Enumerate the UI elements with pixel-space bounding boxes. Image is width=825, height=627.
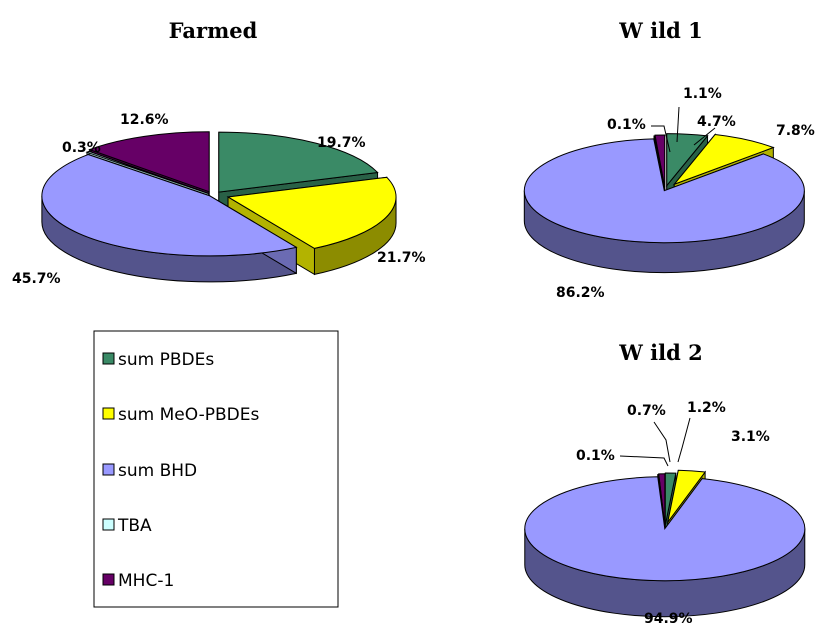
slice-top bbox=[88, 131, 210, 193]
legend-frame bbox=[93, 330, 339, 608]
legend-swatch-sum-pbdes bbox=[102, 352, 115, 365]
slice-top bbox=[653, 135, 666, 188]
slice-top bbox=[672, 133, 775, 186]
pie-slice-sum-bhd bbox=[523, 138, 805, 274]
data-label: 94.9% bbox=[644, 611, 693, 627]
pie-farmed bbox=[41, 131, 397, 283]
legend-swatch-mhc-1 bbox=[102, 573, 115, 586]
chart-title-farmed: Farmed bbox=[169, 18, 258, 43]
data-label: 0.1% bbox=[576, 448, 615, 464]
leader-line bbox=[676, 106, 680, 143]
data-label: 21.7% bbox=[377, 250, 426, 266]
legend-swatch-tba bbox=[102, 518, 115, 531]
slice-top bbox=[664, 472, 677, 526]
legend-label: sum BHD bbox=[118, 461, 197, 481]
slice-top bbox=[218, 131, 379, 193]
leader-lines bbox=[619, 106, 716, 467]
pie-slice-sum-bhd bbox=[524, 476, 806, 618]
slice-top bbox=[667, 469, 707, 523]
pie-wild-1 bbox=[523, 133, 805, 274]
chart-title-wild-2: W ild 2 bbox=[618, 340, 702, 365]
data-label: 7.8% bbox=[776, 123, 815, 139]
pie-wild-2 bbox=[524, 469, 806, 618]
legend-label: sum MeO-PBDEs bbox=[118, 405, 259, 425]
leader-line bbox=[693, 127, 716, 146]
data-label: 0.1% bbox=[607, 117, 646, 133]
slice-top bbox=[85, 150, 209, 194]
slice-top bbox=[524, 476, 806, 582]
leader-line bbox=[651, 125, 671, 153]
pie-slice-sum-bhd bbox=[41, 153, 298, 283]
data-label: 0.3% bbox=[62, 140, 101, 156]
data-label: 45.7% bbox=[12, 271, 61, 287]
slice-top bbox=[41, 154, 298, 257]
data-label: 1.2% bbox=[687, 400, 726, 416]
leader-line bbox=[619, 455, 669, 467]
legend-swatch-sum-meo-pbdes bbox=[102, 407, 115, 420]
data-label: 0.7% bbox=[627, 403, 666, 419]
leader-line bbox=[677, 417, 691, 463]
legend-label: sum PBDEs bbox=[118, 350, 214, 370]
data-label: 12.6% bbox=[120, 112, 169, 128]
data-label: 19.7% bbox=[317, 135, 366, 151]
leader-line bbox=[653, 421, 671, 463]
legend-swatch-sum-bhd bbox=[102, 463, 115, 476]
legend-label: TBA bbox=[117, 516, 152, 536]
data-label: 86.2% bbox=[556, 285, 605, 301]
data-label: 1.1% bbox=[683, 86, 722, 102]
chart-title-wild-1: W ild 1 bbox=[618, 18, 702, 43]
data-label: 4.7% bbox=[697, 114, 736, 130]
slice-top bbox=[666, 133, 709, 187]
legend-label: MHC-1 bbox=[118, 571, 174, 591]
legend: sum PBDEs sum MeO-PBDEs sum BHD TBA MHC-… bbox=[93, 330, 339, 608]
slice-top bbox=[226, 176, 397, 249]
slice-top bbox=[523, 138, 805, 244]
data-label: 3.1% bbox=[731, 429, 770, 445]
